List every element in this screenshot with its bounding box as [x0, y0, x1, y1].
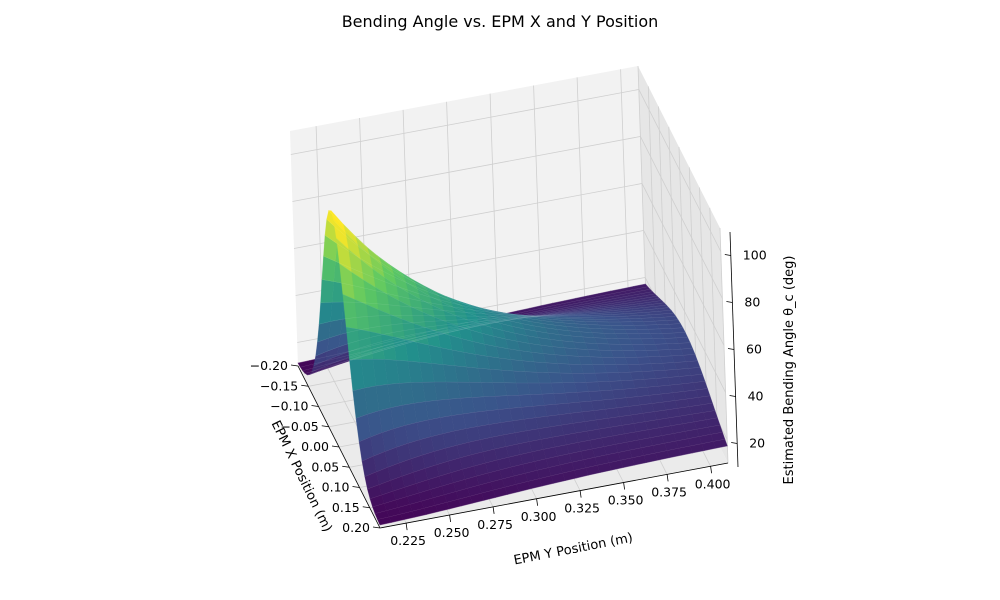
mesh-line: [361, 395, 711, 462]
mesh-line: [324, 234, 679, 323]
mesh-line: [313, 300, 662, 367]
mesh-line: [333, 220, 688, 340]
mesh-line: [379, 445, 728, 526]
y-tick-label: 0.375: [651, 484, 687, 499]
mesh-line: [321, 279, 674, 318]
surface-patch: [377, 516, 392, 526]
x-tick-label: −0.10: [270, 399, 308, 414]
mesh-line: [374, 431, 723, 514]
z-tick: [729, 395, 736, 397]
x-tick: [342, 465, 350, 468]
x-tick-label: −0.20: [250, 358, 288, 373]
mesh-line: [369, 417, 718, 500]
surface-patch: [318, 301, 333, 325]
mesh-line: [297, 283, 646, 364]
tick-labels: −0.20 −0.15 −0.10 −0.05 0.00 0.05 0.10 0.15 0.20…: [250, 248, 767, 549]
z-tick-label: 20: [749, 436, 765, 451]
y-tick: [710, 466, 712, 474]
mesh-line: [311, 298, 660, 373]
z-tick-label: 40: [748, 389, 764, 404]
mesh-line: [309, 295, 658, 375]
mesh-line: [328, 210, 683, 330]
mesh-line: [377, 438, 725, 520]
x-tick: [362, 506, 370, 509]
mesh-line: [346, 326, 698, 366]
x-tick: [372, 526, 381, 529]
x-tick-label: 0.00: [301, 439, 329, 454]
z-tick-label: 80: [744, 295, 760, 310]
y-tick-label: 0.350: [608, 493, 644, 508]
x-axis-label: EPM X Position (m): [268, 418, 335, 534]
mesh-line: [342, 294, 696, 358]
z-tick: [731, 442, 738, 444]
z-tick-label: 60: [746, 342, 762, 357]
surface-patch: [330, 301, 345, 322]
surface-patch: [320, 279, 335, 304]
y-axis-label: EPM Y Position (m): [512, 531, 634, 569]
mesh-line: [300, 286, 648, 368]
grid-line-z: [293, 183, 725, 346]
mesh-line: [349, 358, 701, 374]
mesh-line: [315, 302, 665, 357]
z-tick: [724, 254, 731, 256]
x-tick: [331, 445, 340, 448]
mesh-line: [319, 307, 669, 325]
mesh-line: [307, 293, 655, 376]
x-tick-label: 0.15: [332, 500, 360, 515]
mesh-line: [317, 304, 667, 343]
mesh-line: [359, 388, 708, 443]
z-tick: [727, 348, 735, 350]
mesh-line: [372, 424, 721, 508]
x-tick: [321, 425, 329, 428]
mesh-line: [330, 210, 686, 335]
mesh-line: [367, 410, 716, 490]
z-tick-label: 100: [743, 248, 767, 263]
y-tick: [536, 498, 538, 506]
mesh-line: [339, 263, 693, 351]
x-tick: [311, 405, 319, 407]
surface-mesh: [297, 209, 728, 526]
y-tick-label: 0.400: [695, 476, 731, 491]
x-tick: [301, 384, 309, 387]
mesh-line: [302, 288, 651, 371]
mesh-line: [304, 291, 653, 374]
mesh-line: [336, 238, 691, 345]
mesh-line: [323, 255, 676, 320]
x-tick-label: 0.10: [322, 480, 350, 495]
y-tick: [405, 523, 408, 531]
y-tick: [579, 490, 582, 498]
y-tick: [623, 482, 625, 490]
grid-line-z: [292, 136, 723, 299]
x-tick-label: 0.20: [342, 520, 370, 535]
y-tick: [492, 506, 495, 514]
axis-lines: [290, 231, 739, 531]
x-tick-label: −0.15: [260, 378, 298, 393]
y-tick: [449, 514, 451, 523]
y-tick-label: 0.225: [390, 533, 426, 548]
mesh-line: [352, 374, 703, 392]
y-axis-line: [379, 462, 729, 529]
mesh-line: [364, 402, 713, 477]
chart-title: Bending Angle vs. EPM X and Y Position: [341, 12, 659, 31]
mesh-line: [355, 381, 706, 419]
x-tick-label: 0.05: [311, 459, 339, 474]
grid-line-z: [290, 89, 722, 252]
grid-line-z: [295, 230, 726, 393]
mesh-line: [326, 219, 681, 326]
z-axis-label: Estimated Bending Angle θ_c (deg): [782, 256, 797, 485]
x-tick: [352, 486, 360, 488]
mesh-line: [320, 301, 672, 317]
z-tick: [726, 301, 733, 303]
y-tick-label: 0.275: [477, 517, 513, 532]
x-tick-label: −0.05: [280, 419, 318, 434]
y-tick-label: 0.300: [521, 509, 557, 524]
y-tick-label: 0.325: [564, 501, 600, 516]
x-tick: [290, 364, 299, 367]
y-tick: [666, 474, 669, 482]
y-tick-label: 0.250: [434, 525, 470, 540]
